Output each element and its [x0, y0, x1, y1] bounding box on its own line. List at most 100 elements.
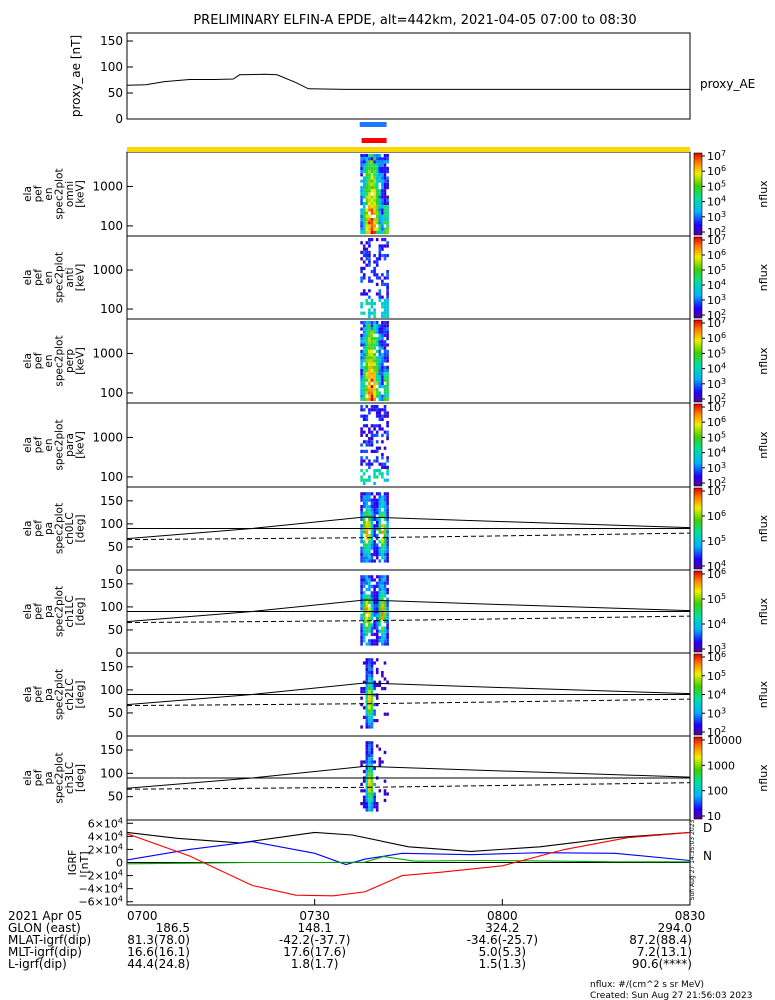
spec-cell — [368, 575, 371, 579]
spec-cell — [381, 472, 384, 476]
spec-cell — [378, 343, 382, 347]
spec-cell — [360, 221, 363, 225]
spec-cell — [365, 340, 369, 344]
spec-cell — [381, 588, 384, 592]
spec-cell — [365, 157, 369, 161]
spec-cell — [386, 469, 389, 473]
spec-cell — [373, 308, 376, 312]
spec-cell — [370, 680, 374, 684]
spec-cell — [370, 750, 374, 754]
colorbar — [693, 570, 703, 653]
spec-cell — [373, 501, 376, 505]
spec-cell — [360, 391, 363, 395]
table-cell: 87.2(88.4) — [629, 933, 692, 947]
spec-cell — [378, 176, 382, 180]
spec-cell — [370, 703, 374, 707]
spec-cell — [381, 353, 384, 357]
pa-anti-loss-cone-line — [126, 698, 691, 707]
spec-cell — [373, 186, 376, 190]
spec-cell — [383, 311, 387, 315]
spec-cell — [368, 260, 371, 264]
spec-cell — [360, 462, 363, 466]
spec-cell — [378, 378, 382, 382]
spec-panel-omni: 1000100elapefenspec2plotomni[keV]1071061… — [22, 149, 770, 239]
spec-cell — [365, 597, 369, 601]
spec-cell — [368, 176, 371, 180]
spec-cell — [375, 607, 379, 611]
spec-cell — [370, 430, 374, 434]
spec-cell — [373, 270, 376, 274]
spec-cell — [386, 372, 389, 376]
spec-cell — [370, 671, 374, 675]
spec-cell — [368, 182, 371, 186]
spec-cell — [373, 385, 376, 389]
spec-cell — [370, 770, 374, 774]
spec-cell — [362, 770, 366, 774]
spec-cell — [378, 359, 382, 363]
spec-cell — [381, 505, 384, 509]
spec-cell — [370, 163, 374, 167]
spec-cell — [375, 173, 379, 177]
spec-cell — [370, 658, 374, 662]
spec-cell — [373, 584, 376, 588]
spec-cell — [360, 257, 363, 261]
spec-cell — [386, 465, 389, 469]
spec-ytick-label: 100 — [100, 470, 123, 484]
spec-cells — [360, 238, 389, 318]
spec-cell — [370, 556, 374, 560]
colorbar-label: nflux — [757, 597, 770, 625]
spec-cell — [370, 346, 374, 350]
spec-cell — [370, 492, 374, 496]
proxy-ae-ytick-label: 0 — [115, 112, 123, 126]
spec-cell — [386, 179, 389, 183]
spec-cell — [365, 349, 369, 353]
spec-ytick-label: 0 — [115, 729, 123, 743]
spec-cell — [362, 353, 366, 357]
spec-cell — [386, 549, 389, 553]
spec-cell — [375, 211, 379, 215]
spec-cell — [381, 453, 384, 457]
spec-cell — [360, 591, 363, 595]
spec-cell — [375, 340, 379, 344]
spec-cell — [373, 613, 376, 617]
spec-cell — [362, 333, 366, 337]
spec-cell — [378, 501, 382, 505]
spec-cell — [362, 192, 366, 196]
spec-cell — [368, 514, 371, 518]
spec-cell — [386, 511, 389, 515]
spec-cell — [370, 629, 374, 633]
spec-cell — [386, 388, 389, 392]
spec-cell — [365, 372, 369, 376]
spec-cell — [368, 773, 371, 777]
spec-ylabel-line: [keV] — [75, 264, 87, 292]
spec-cell — [362, 798, 366, 802]
spec-cell — [370, 514, 374, 518]
spec-cell — [381, 584, 384, 588]
spec-cell — [368, 808, 371, 812]
spec-cell — [373, 495, 376, 499]
spec-cell — [381, 501, 384, 505]
spec-cell — [378, 375, 382, 379]
spec-cell — [360, 388, 363, 392]
spec-cell — [365, 722, 369, 726]
spec-cell — [370, 613, 374, 617]
table-time-label: 0700 — [127, 909, 158, 923]
spec-ytick-label: 50 — [108, 706, 123, 720]
spec-cell — [383, 343, 387, 347]
spec-cell — [386, 501, 389, 505]
spec-ytick-label: 100 — [100, 219, 123, 233]
spec-cell — [373, 359, 376, 363]
spec-cell — [378, 514, 382, 518]
spec-cell — [386, 421, 389, 425]
spec-cell — [386, 626, 389, 630]
spec-cell — [368, 333, 371, 337]
spec-cell — [370, 270, 374, 274]
spec-cell — [383, 324, 387, 328]
spec-cell — [368, 308, 371, 312]
spec-cell — [378, 508, 382, 512]
spec-cell — [368, 747, 371, 751]
spec-cell — [386, 375, 389, 379]
spec-cell — [365, 744, 369, 748]
spec-cell — [386, 337, 389, 341]
spec-cell — [362, 639, 366, 643]
